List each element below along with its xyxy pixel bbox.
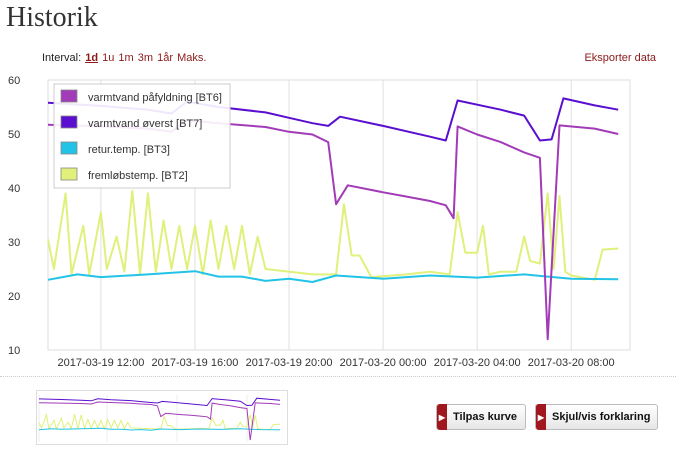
navigator-series-bt3 [38, 427, 281, 431]
legend-label: retur.temp. [BT3] [88, 144, 170, 156]
navigator-series-bt6 [38, 401, 281, 441]
legend-label: varmtvand øverst [BT7] [88, 118, 202, 130]
interval-1m[interactable]: 1m [118, 52, 134, 64]
x-tick-label: 2017-03-19 12:00 [57, 357, 144, 369]
y-tick-label: 60 [8, 75, 20, 87]
legend-swatch [60, 115, 78, 129]
interval-3m[interactable]: 3m [137, 52, 154, 64]
legend-swatch [60, 167, 78, 181]
legend-swatch [60, 141, 78, 155]
y-tick-label: 10 [8, 345, 20, 357]
series-line-bt3 [47, 270, 619, 283]
legend-label: fremløbstemp. [BT2] [88, 170, 188, 182]
legend-label: varmtvand påfyldning [BT6] [88, 92, 222, 104]
navigator-series-bt2 [38, 412, 281, 431]
x-tick-label: 2017-03-20 00:00 [340, 357, 427, 369]
x-tick-label: 2017-03-20 08:00 [528, 357, 615, 369]
y-tick-label: 20 [8, 291, 20, 303]
series-line-bt2 [47, 189, 619, 281]
page-title: Historik [6, 2, 98, 33]
interval-1u[interactable]: 1u [102, 52, 115, 64]
x-tick-label: 2017-03-19 16:00 [152, 357, 239, 369]
interval-1ar[interactable]: 1år [157, 52, 174, 64]
y-tick-label: 40 [8, 183, 20, 195]
interval-label: Interval: [42, 52, 82, 64]
arrow-right-icon: ▶ [437, 404, 447, 430]
history-chart[interactable]: 2017-03-19 12:00 2017-03-19 16:00 2017-03-… [0, 66, 676, 376]
interval-selector: Interval: 1d 1u 1m 3m 1år Maks. [42, 52, 206, 64]
fit-curve-label: Tilpas kurve [453, 411, 517, 423]
legend-swatch [60, 89, 78, 103]
interval-maks[interactable]: Maks. [177, 52, 207, 64]
x-tick-label: 2017-03-19 20:00 [246, 357, 333, 369]
legend: varmtvand påfyldning [BT6] varmtvand øver… [53, 83, 231, 189]
arrow-right-icon: ▶ [536, 404, 546, 430]
chart-navigator[interactable] [36, 390, 288, 445]
toggle-legend-label: Skjul/vis forklaring [552, 411, 651, 423]
interval-1d[interactable]: 1d [85, 52, 99, 64]
export-data-link[interactable]: Eksporter data [584, 52, 656, 64]
y-tick-label: 30 [8, 237, 20, 249]
fit-curve-button[interactable]: ▶ Tilpas kurve [436, 404, 526, 430]
divider [0, 376, 676, 377]
toggle-legend-button[interactable]: ▶ Skjul/vis forklaring [535, 404, 658, 430]
navigator-series-bt7 [38, 397, 281, 407]
y-tick-label: 50 [8, 129, 20, 141]
x-tick-label: 2017-03-20 04:00 [434, 357, 521, 369]
